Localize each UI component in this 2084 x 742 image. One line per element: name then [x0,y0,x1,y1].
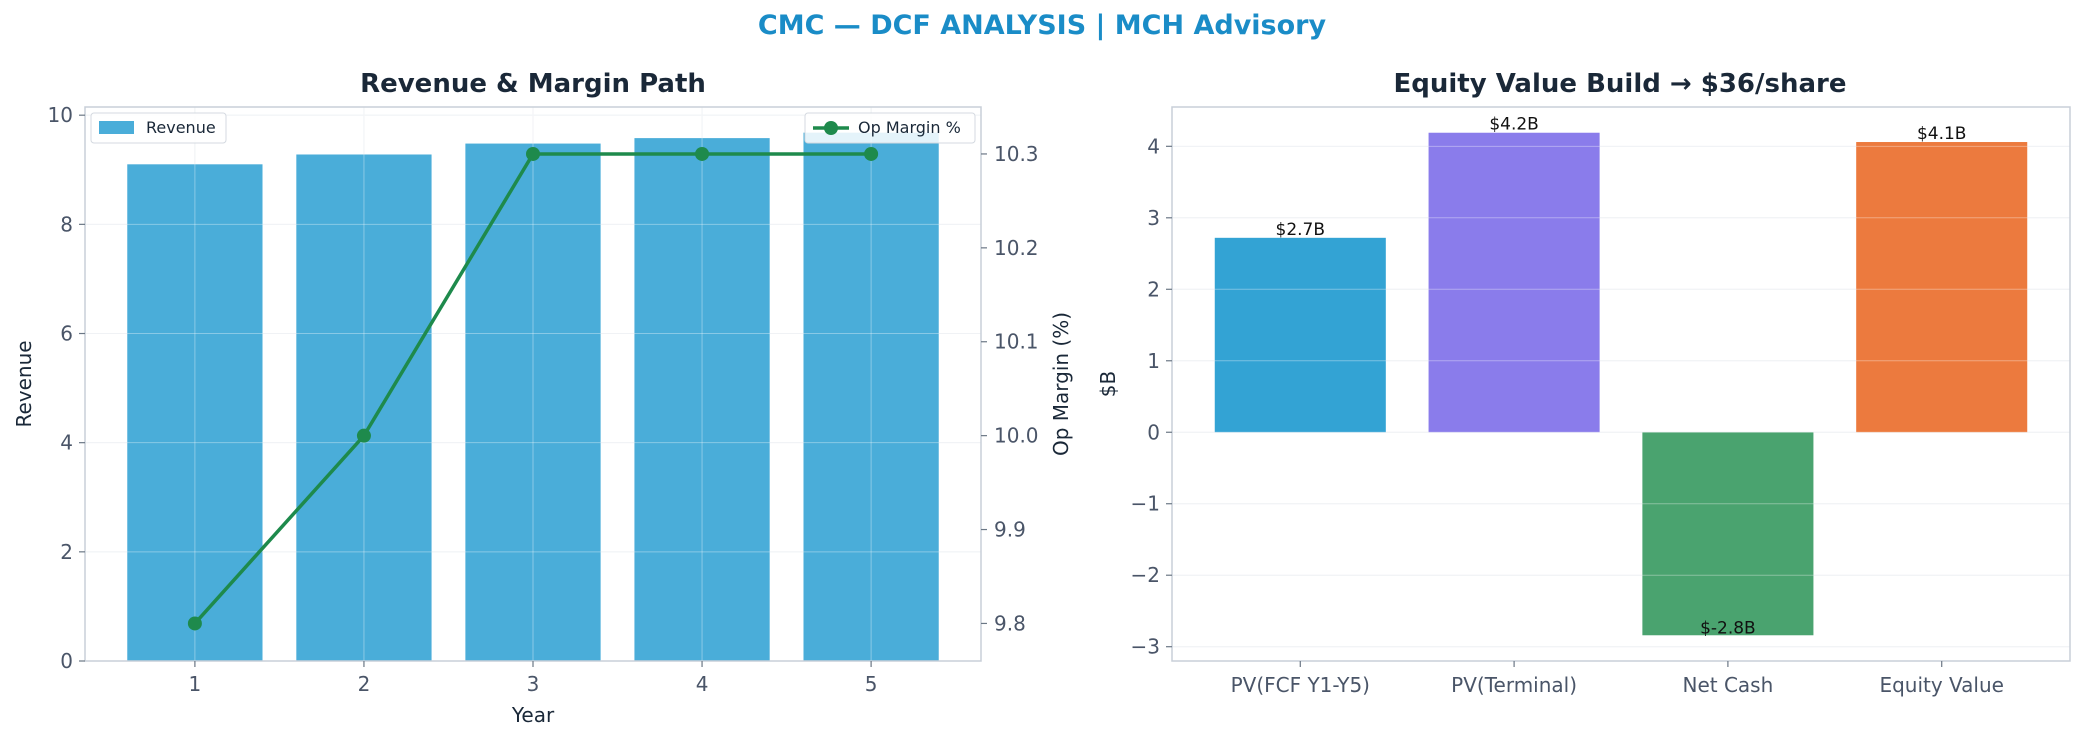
left-y-tick-label: 0 [60,649,73,673]
revenue-legend-label: Revenue [146,118,216,137]
right-y-tick-label: −2 [1131,563,1160,587]
op-margin-legend: Op Margin % [804,112,976,144]
left-x-tick-label: 2 [358,672,371,696]
op-margin-legend-box [804,112,976,144]
figure-suptitle: CMC — DCF ANALYSIS | MCH Advisory [758,10,1327,41]
op-margin-point [356,428,371,443]
right-x-tick-label: Equity Value [1879,673,2004,697]
revenue-bar [127,164,263,661]
left-y2-tick-label: 10.2 [994,236,1039,260]
left-y2-tick-label: 10.0 [994,424,1039,448]
right-y-tick-label: 1 [1147,349,1160,373]
left-y2-tick-label: 10.1 [994,330,1039,354]
right-y-tick-label: 0 [1147,420,1160,444]
op-margin-point [695,146,710,161]
left-y2-tick-label: 10.3 [994,142,1039,166]
equity-panel-title: Equity Value Build → $36/share [1394,69,1847,99]
left-y2-ticks: 9.8 9.9 10.0 10.1 10.2 10.3 [981,142,1039,635]
op-margin-line [187,146,879,631]
equity-data-label: $-2.8B [1700,618,1756,638]
left-x-tick-label: 1 [189,672,202,696]
left-y-tick-label: 6 [60,322,73,346]
left-y-ticks: 0 2 4 6 8 10 [48,103,85,673]
left-x-ticks: 1 2 3 4 5 [189,661,878,696]
left-y-tick-label: 4 [60,431,73,455]
left-x-tick-label: 5 [865,672,878,696]
op-margin-point [864,146,879,161]
right-x-tick-label: Net Cash [1683,673,1774,697]
year-x-axis-label: Year [511,703,555,727]
equity-data-label: $4.2B [1489,115,1539,135]
right-y-tick-label: 2 [1147,277,1160,301]
equity-data-labels: $2.7B $4.2B $-2.8B $4.1B [1276,115,1967,639]
op-margin-point [187,616,202,631]
right-y-tick-label: −3 [1131,635,1160,659]
left-y2-tick-label: 9.9 [994,518,1026,542]
left-y-tick-label: 10 [48,103,73,127]
revenue-legend-swatch [99,121,134,134]
revenue-y-axis-label: Revenue [12,340,36,427]
right-grid-overlay [1172,145,2070,648]
equity-data-label: $2.7B [1276,220,1326,240]
op-margin-legend-label: Op Margin % [858,118,961,137]
right-y-ticks: −3 −2 −1 0 1 2 3 4 [1131,134,1172,659]
op-margin-y-axis-label: Op Margin (%) [1049,312,1073,456]
equity-data-label: $4.1B [1917,124,1967,144]
op-margin-legend-marker [824,121,838,135]
dollars-b-y-axis-label: $B [1096,371,1120,397]
left-x-tick-label: 3 [527,672,540,696]
equity-bar [1642,432,1814,636]
right-plot-frame [1171,106,2071,662]
right-x-tick-label: PV(FCF Y1-Y5) [1231,673,1370,697]
right-x-ticks: PV(FCF Y1-Y5) PV(Terminal) Net Cash Equity … [1231,661,2004,697]
revenue-legend: Revenue [90,112,227,144]
right-y-tick-label: 4 [1147,134,1160,158]
equity-bar [1428,132,1600,433]
left-y-tick-label: 8 [60,212,73,236]
equity-bar [1856,142,2028,433]
op-margin-point [526,146,540,161]
right-x-tick-label: PV(Terminal) [1451,673,1577,697]
revenue-margin-panel: Revenue & Margin Path 0 2 4 6 8 10 9.8 9.9 10.0… [12,69,1073,727]
right-y-tick-label: 3 [1147,206,1160,230]
equity-build-panel: Equity Value Build → $36/share $2.7B $4.2… [1096,69,2071,697]
left-y-tick-label: 2 [60,540,73,564]
equity-bar [1214,237,1386,433]
left-x-tick-label: 4 [696,672,709,696]
revenue-bar [803,132,939,661]
revenue-bars [127,132,939,661]
revenue-bar [634,138,770,661]
revenue-panel-title: Revenue & Margin Path [360,69,706,99]
equity-bars [1214,132,2028,636]
left-y2-tick-label: 9.8 [994,611,1026,635]
right-y-tick-label: −1 [1131,492,1160,516]
revenue-legend-box [90,112,227,144]
revenue-bar [296,154,432,661]
